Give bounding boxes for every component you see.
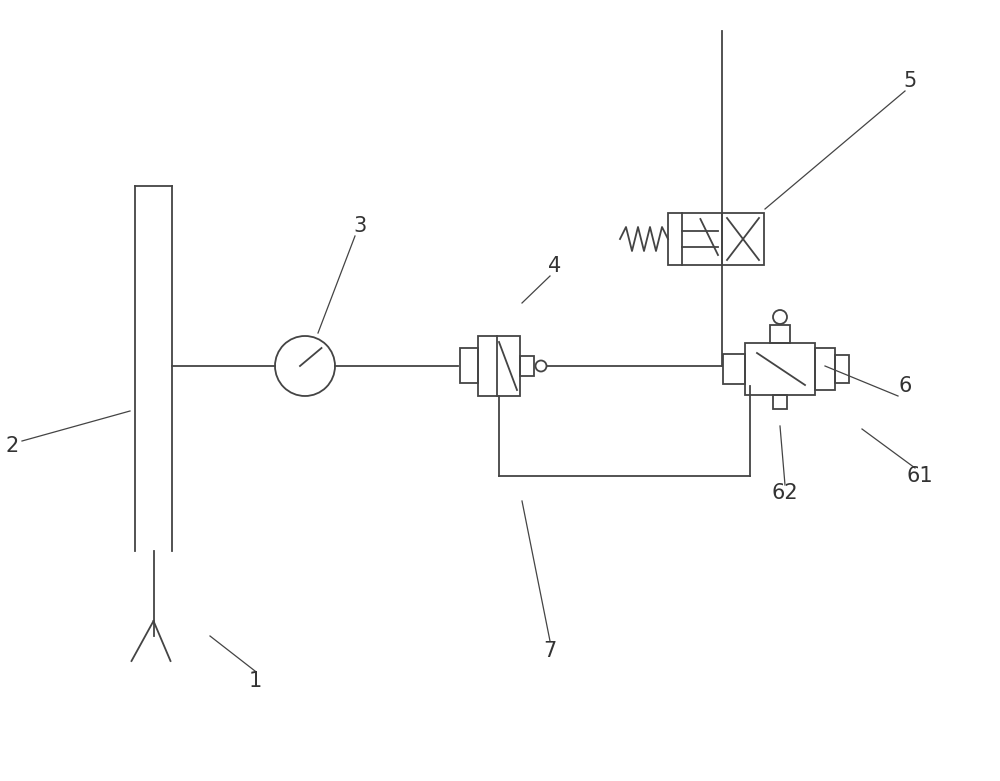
- Text: 61: 61: [907, 466, 933, 486]
- Bar: [722, 213, 764, 265]
- Text: 62: 62: [772, 483, 798, 503]
- Text: 7: 7: [543, 641, 557, 661]
- Text: 2: 2: [5, 436, 19, 456]
- Bar: [520, 356, 534, 376]
- Bar: [770, 325, 790, 343]
- Bar: [460, 348, 478, 383]
- Bar: [668, 213, 722, 265]
- Bar: [723, 354, 745, 384]
- Bar: [745, 343, 815, 395]
- Bar: [478, 336, 520, 396]
- Bar: [773, 395, 787, 409]
- Bar: [835, 355, 849, 383]
- Text: 6: 6: [898, 376, 912, 396]
- Bar: [815, 348, 835, 390]
- Text: 3: 3: [353, 216, 367, 236]
- Text: 4: 4: [548, 256, 562, 276]
- Text: 1: 1: [248, 671, 262, 691]
- Text: 5: 5: [903, 71, 917, 91]
